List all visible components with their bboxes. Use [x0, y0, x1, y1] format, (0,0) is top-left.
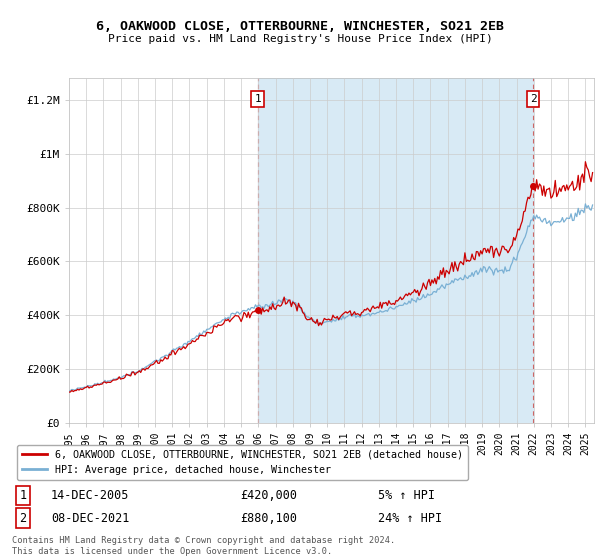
Text: 14-DEC-2005: 14-DEC-2005 — [51, 489, 130, 502]
Text: 2: 2 — [19, 511, 26, 525]
Bar — [257, 78, 533, 423]
Text: 08-DEC-2021: 08-DEC-2021 — [51, 511, 130, 525]
Legend: 6, OAKWOOD CLOSE, OTTERBOURNE, WINCHESTER, SO21 2EB (detached house), HPI: Avera: 6, OAKWOOD CLOSE, OTTERBOURNE, WINCHESTE… — [17, 445, 468, 479]
Text: Price paid vs. HM Land Registry's House Price Index (HPI): Price paid vs. HM Land Registry's House … — [107, 34, 493, 44]
Text: 6, OAKWOOD CLOSE, OTTERBOURNE, WINCHESTER, SO21 2EB: 6, OAKWOOD CLOSE, OTTERBOURNE, WINCHESTE… — [96, 20, 504, 32]
Text: £420,000: £420,000 — [240, 489, 297, 502]
Text: 1: 1 — [19, 489, 26, 502]
Text: 1: 1 — [254, 94, 261, 104]
Text: 5% ↑ HPI: 5% ↑ HPI — [378, 489, 435, 502]
Text: 24% ↑ HPI: 24% ↑ HPI — [378, 511, 442, 525]
Text: 2: 2 — [530, 94, 536, 104]
Text: £880,100: £880,100 — [240, 511, 297, 525]
Text: Contains HM Land Registry data © Crown copyright and database right 2024.
This d: Contains HM Land Registry data © Crown c… — [12, 536, 395, 556]
